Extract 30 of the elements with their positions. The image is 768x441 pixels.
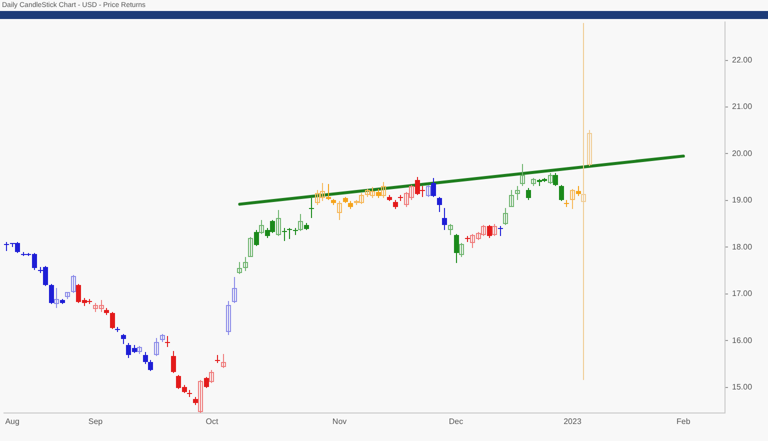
candlestick	[287, 228, 292, 239]
y-tick-label: 18.00	[732, 242, 753, 252]
candlestick	[282, 228, 287, 241]
candlestick	[226, 301, 231, 335]
candlestick	[309, 198, 314, 218]
candlestick	[581, 23, 586, 380]
candlestick	[570, 189, 575, 209]
y-tick-label: 16.00	[732, 336, 753, 345]
y-tick-label: 22.00	[732, 56, 753, 65]
x-tick-label: Nov	[332, 417, 347, 426]
candlestick	[165, 336, 170, 347]
candlestick	[276, 210, 281, 236]
candlestick	[198, 380, 203, 413]
x-tick-label: Dec	[448, 417, 464, 426]
x-tick-label: 2023	[564, 417, 582, 426]
x-tick-label: Oct	[206, 417, 219, 426]
candlestick	[587, 130, 592, 166]
candlestick	[498, 226, 503, 236]
candlestick	[54, 288, 59, 308]
x-tick-label: Sep	[88, 417, 104, 426]
y-tick-label: 19.00	[732, 196, 753, 205]
y-tick-label: 17.00	[732, 289, 753, 298]
x-tick-label: Feb	[676, 417, 691, 426]
y-tick-label: 20.00	[732, 148, 753, 158]
candlestick	[248, 237, 253, 257]
x-tick-label: Aug	[5, 417, 20, 426]
candlestick	[520, 164, 525, 186]
y-tick-label: 21.00	[732, 102, 753, 112]
y-tick-label: 15.00	[732, 382, 753, 392]
candlestick	[232, 277, 237, 303]
